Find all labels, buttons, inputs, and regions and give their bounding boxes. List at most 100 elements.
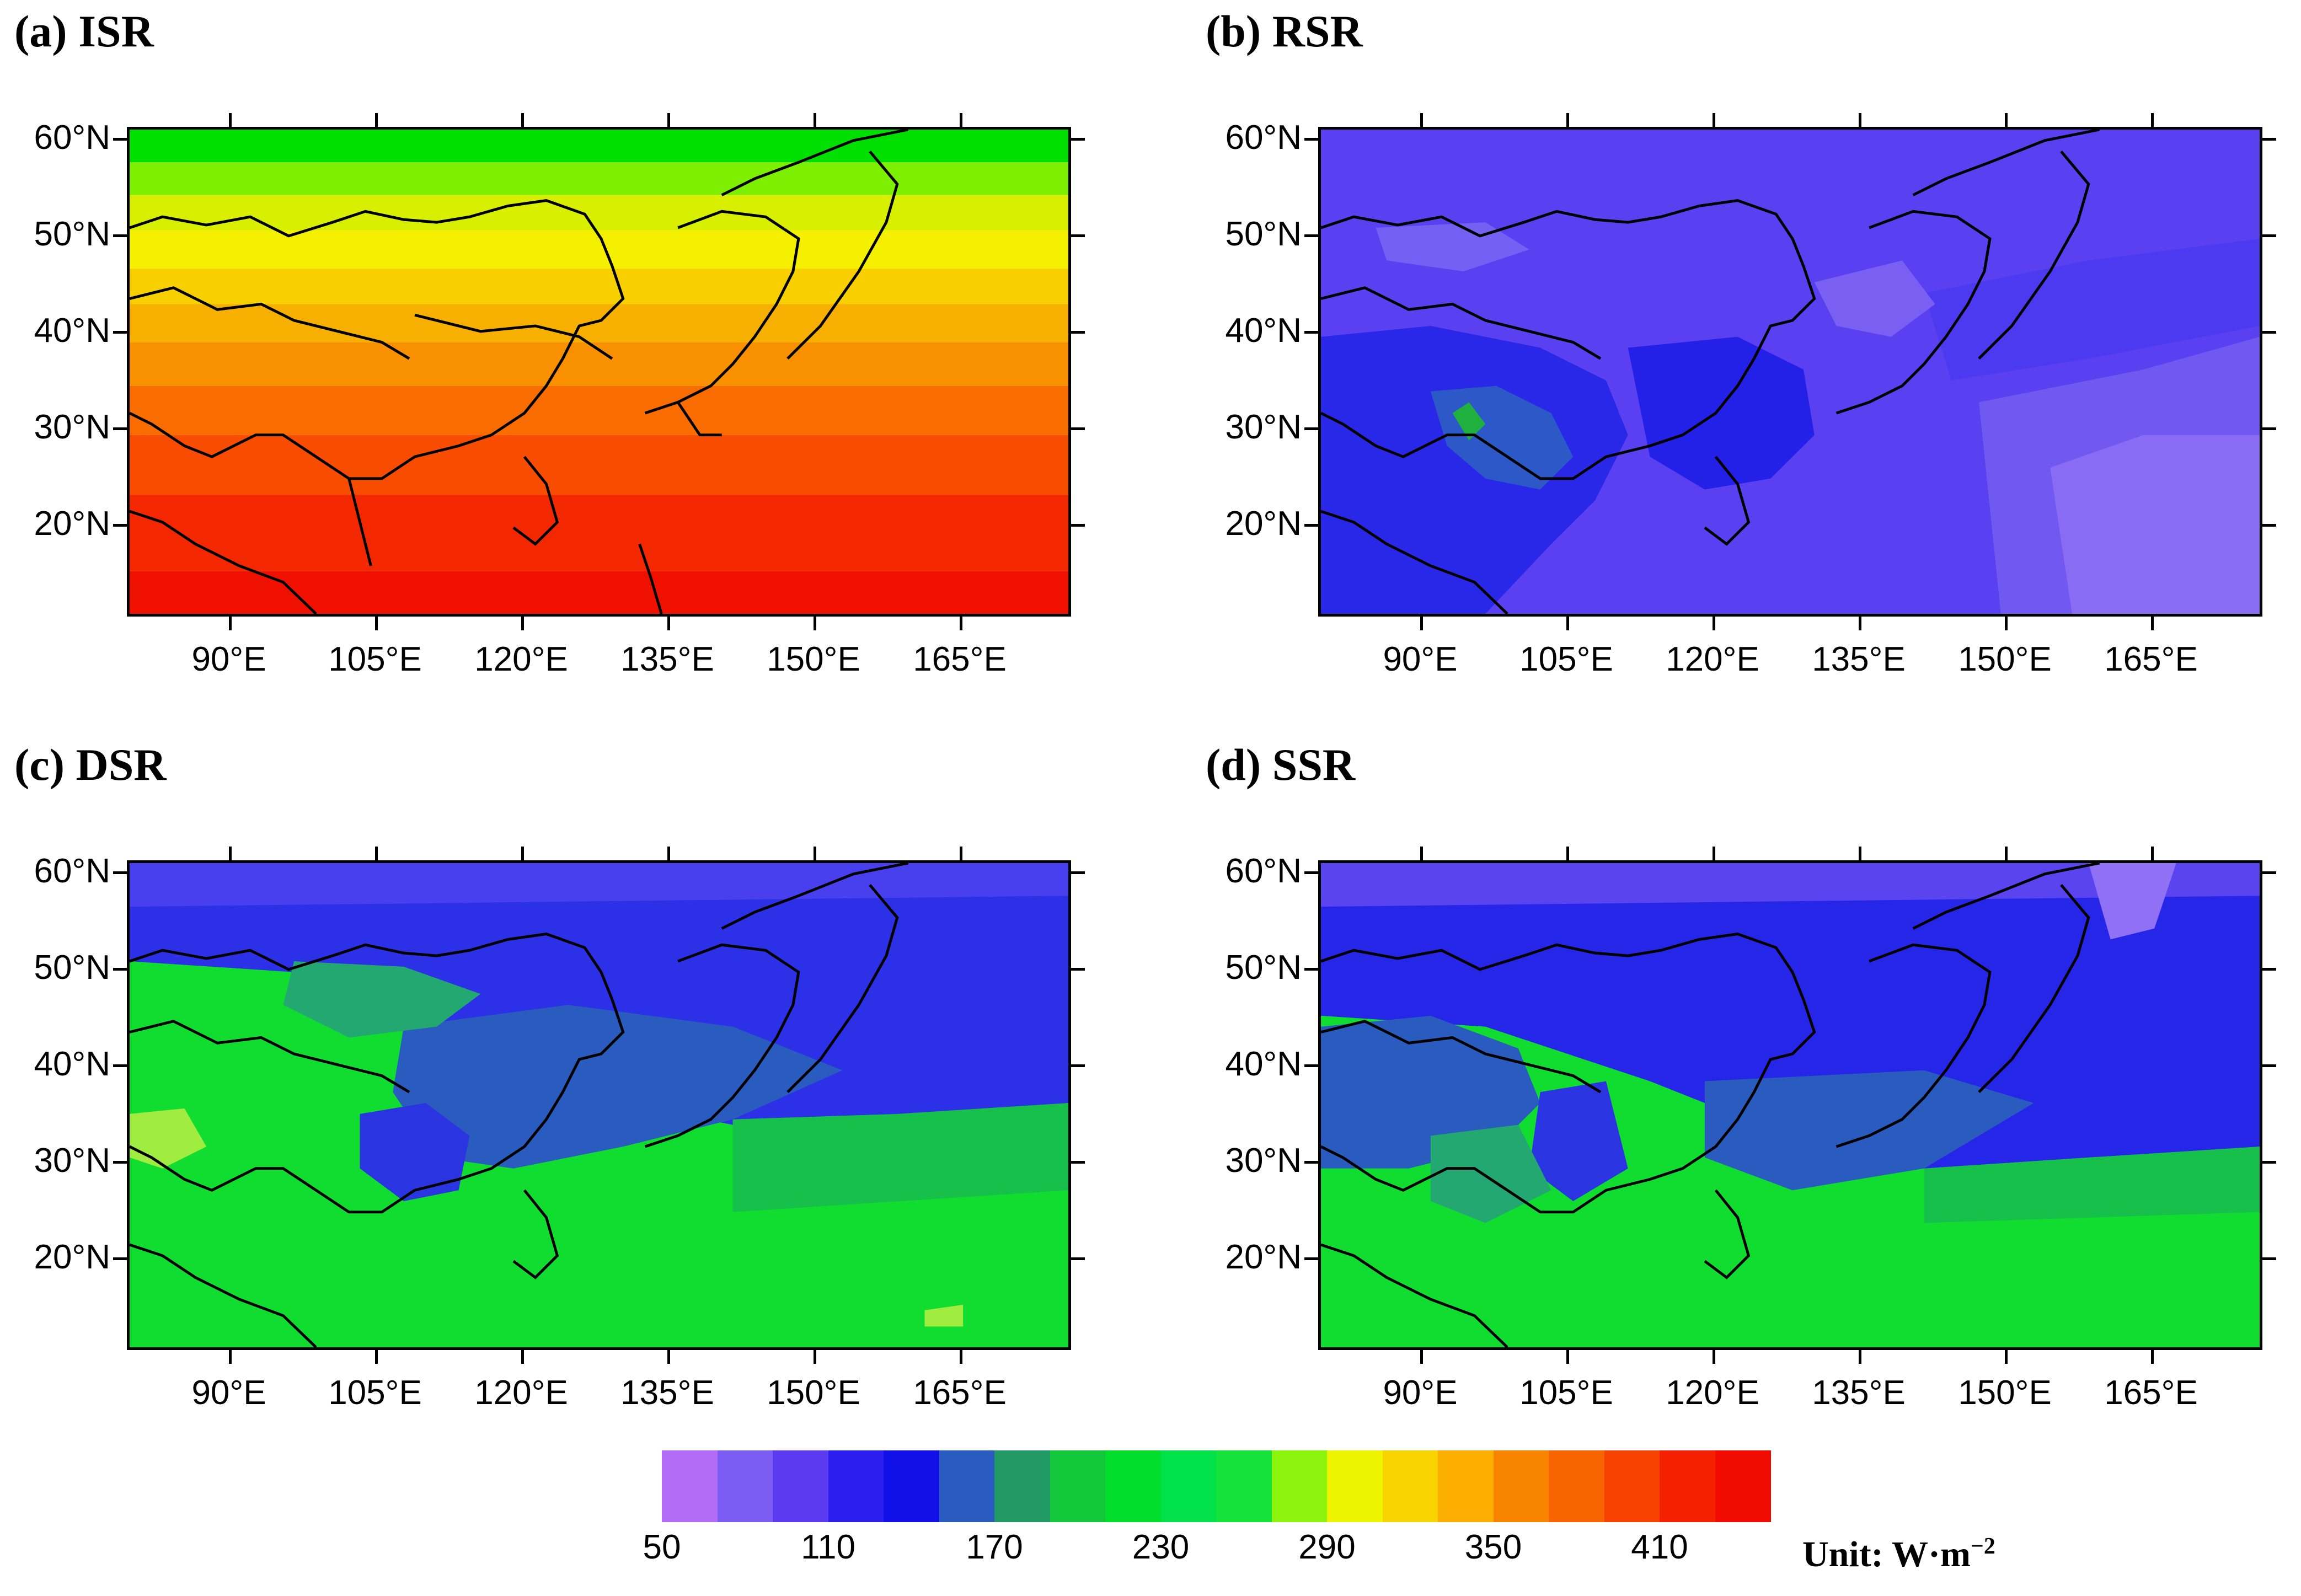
lon-tick [960,617,962,630]
lat-tick [113,524,127,527]
lon-tick [960,847,962,860]
lon-tick [1859,847,1861,860]
lon-tick [229,617,232,630]
lon-label: 135°E [1812,640,1906,678]
lat-tick [113,1257,127,1260]
lon-label: 150°E [1958,1374,2052,1412]
colorbar-swatch [1105,1450,1162,1522]
lat-tick [1071,1064,1085,1067]
lat-tick [113,1064,127,1067]
lat-label: 50°N [1225,949,1302,987]
lon-tick [229,1350,232,1364]
panel-title: (c) DSR [14,740,167,790]
map-dsr [127,860,1071,1350]
lat-tick [2262,871,2276,874]
colorbar-swatch [1549,1450,1605,1522]
lon-tick [667,617,670,630]
panel-title: (a) ISR [14,6,154,56]
lon-tick [1859,113,1861,127]
lon-tick [814,617,816,630]
lon-tick [1566,113,1569,127]
lat-label: 20°N [34,1238,110,1276]
colorbar-swatch [1382,1450,1438,1522]
lon-tick [1566,847,1569,860]
lon-tick [1566,617,1569,630]
lon-tick [229,847,232,860]
lon-label: 120°E [1666,1374,1759,1412]
lon-label: 90°E [1383,1374,1458,1412]
lat-tick [113,331,127,334]
lat-tick [1304,331,1318,334]
lon-tick [667,113,670,127]
lon-tick [1713,113,1715,127]
lat-label: 20°N [34,505,110,543]
colorbar-swatch [1160,1450,1217,1522]
lon-tick [960,113,962,127]
lat-label: 50°N [34,215,110,253]
colorbar-swatch [1327,1450,1383,1522]
lon-label: 135°E [620,1374,714,1412]
lat-tick [1071,1257,1085,1260]
lon-tick [2005,617,2008,630]
colorbar-swatch [717,1450,773,1522]
colorbar-swatch [1438,1450,1494,1522]
lon-label: 90°E [1383,640,1458,678]
lat-tick [1304,234,1318,237]
lat-tick [2262,524,2276,527]
lat-label: 40°N [34,312,110,350]
lon-tick [229,113,232,127]
lat-tick [1071,427,1085,430]
lat-label: 30°N [34,1142,110,1180]
lat-tick [1304,968,1318,971]
lat-tick [2262,234,2276,237]
lon-tick [375,617,378,630]
lon-tick [375,1350,378,1364]
lat-label: 30°N [1225,408,1302,446]
lon-tick [2151,1350,2154,1364]
lon-tick [1420,617,1423,630]
lon-label: 150°E [1958,640,2052,678]
lon-tick [1859,617,1861,630]
colorbar-swatch [1271,1450,1328,1522]
lat-label: 20°N [1225,1238,1302,1276]
lon-tick [2151,617,2154,630]
lon-tick [2005,847,2008,860]
lon-label: 105°E [328,1374,422,1412]
lon-tick [814,113,816,127]
colorbar-label: 290 [1298,1528,1356,1566]
colorbar-swatch [828,1450,884,1522]
unit-exponent: −2 [1970,1534,1995,1559]
lon-tick [1420,1350,1423,1364]
lon-tick [1713,847,1715,860]
colorbar-swatch [773,1450,829,1522]
colorbar-swatch [662,1450,718,1522]
colorbar-swatch [1660,1450,1716,1522]
lon-tick [667,1350,670,1364]
lat-tick [113,427,127,430]
lon-label: 165°E [2104,640,2198,678]
lon-label: 135°E [620,640,714,678]
lat-tick [2262,968,2276,971]
lon-tick [1566,1350,1569,1364]
lon-tick [375,847,378,860]
colorbar-swatch [994,1450,1051,1522]
lat-tick [1304,1064,1318,1067]
lat-label: 40°N [1225,1045,1302,1083]
panel-title: (d) SSR [1206,740,1356,790]
unit-prefix: Unit: W·m [1802,1534,1971,1574]
lon-tick [2151,113,2154,127]
colorbar-swatch [939,1450,995,1522]
colorbar-swatch [1050,1450,1106,1522]
lon-label: 165°E [913,1374,1007,1412]
lat-label: 20°N [1225,505,1302,543]
lat-label: 40°N [1225,312,1302,350]
lat-tick [2262,1064,2276,1067]
colorbar-swatch [884,1450,940,1522]
lon-label: 150°E [767,1374,860,1412]
lon-tick [521,847,524,860]
lon-label: 105°E [1519,1374,1613,1412]
lat-label: 60°N [1225,852,1302,890]
lat-label: 50°N [1225,215,1302,253]
lon-label: 105°E [328,640,422,678]
colorbar: 50 110 170 230 290 350 410 [643,1450,1771,1566]
